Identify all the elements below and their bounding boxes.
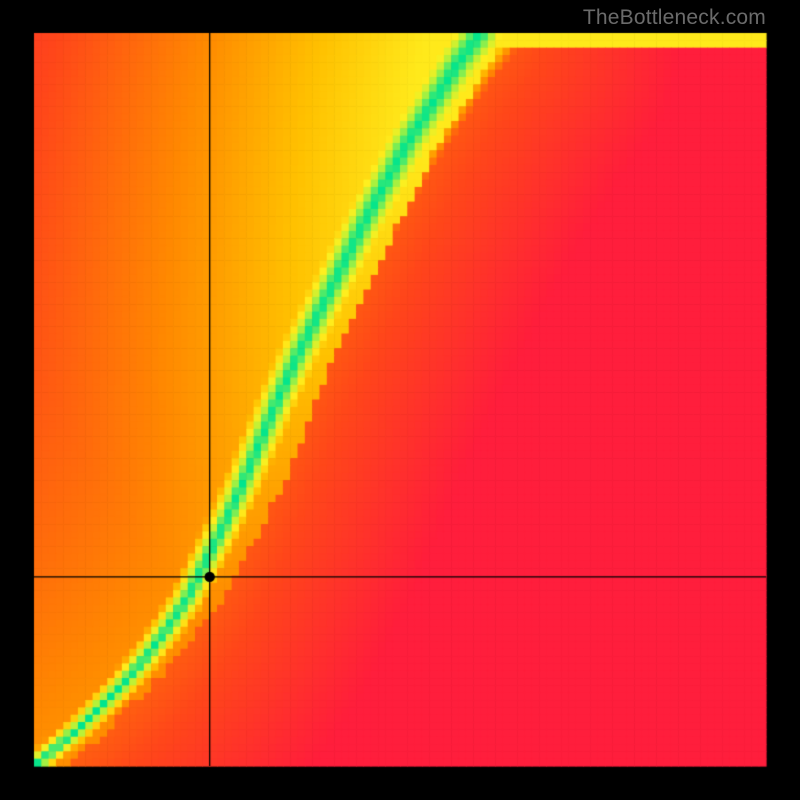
chart-container: TheBottleneck.com xyxy=(0,0,800,800)
bottleneck-heatmap xyxy=(0,0,800,800)
watermark-text: TheBottleneck.com xyxy=(583,6,766,30)
